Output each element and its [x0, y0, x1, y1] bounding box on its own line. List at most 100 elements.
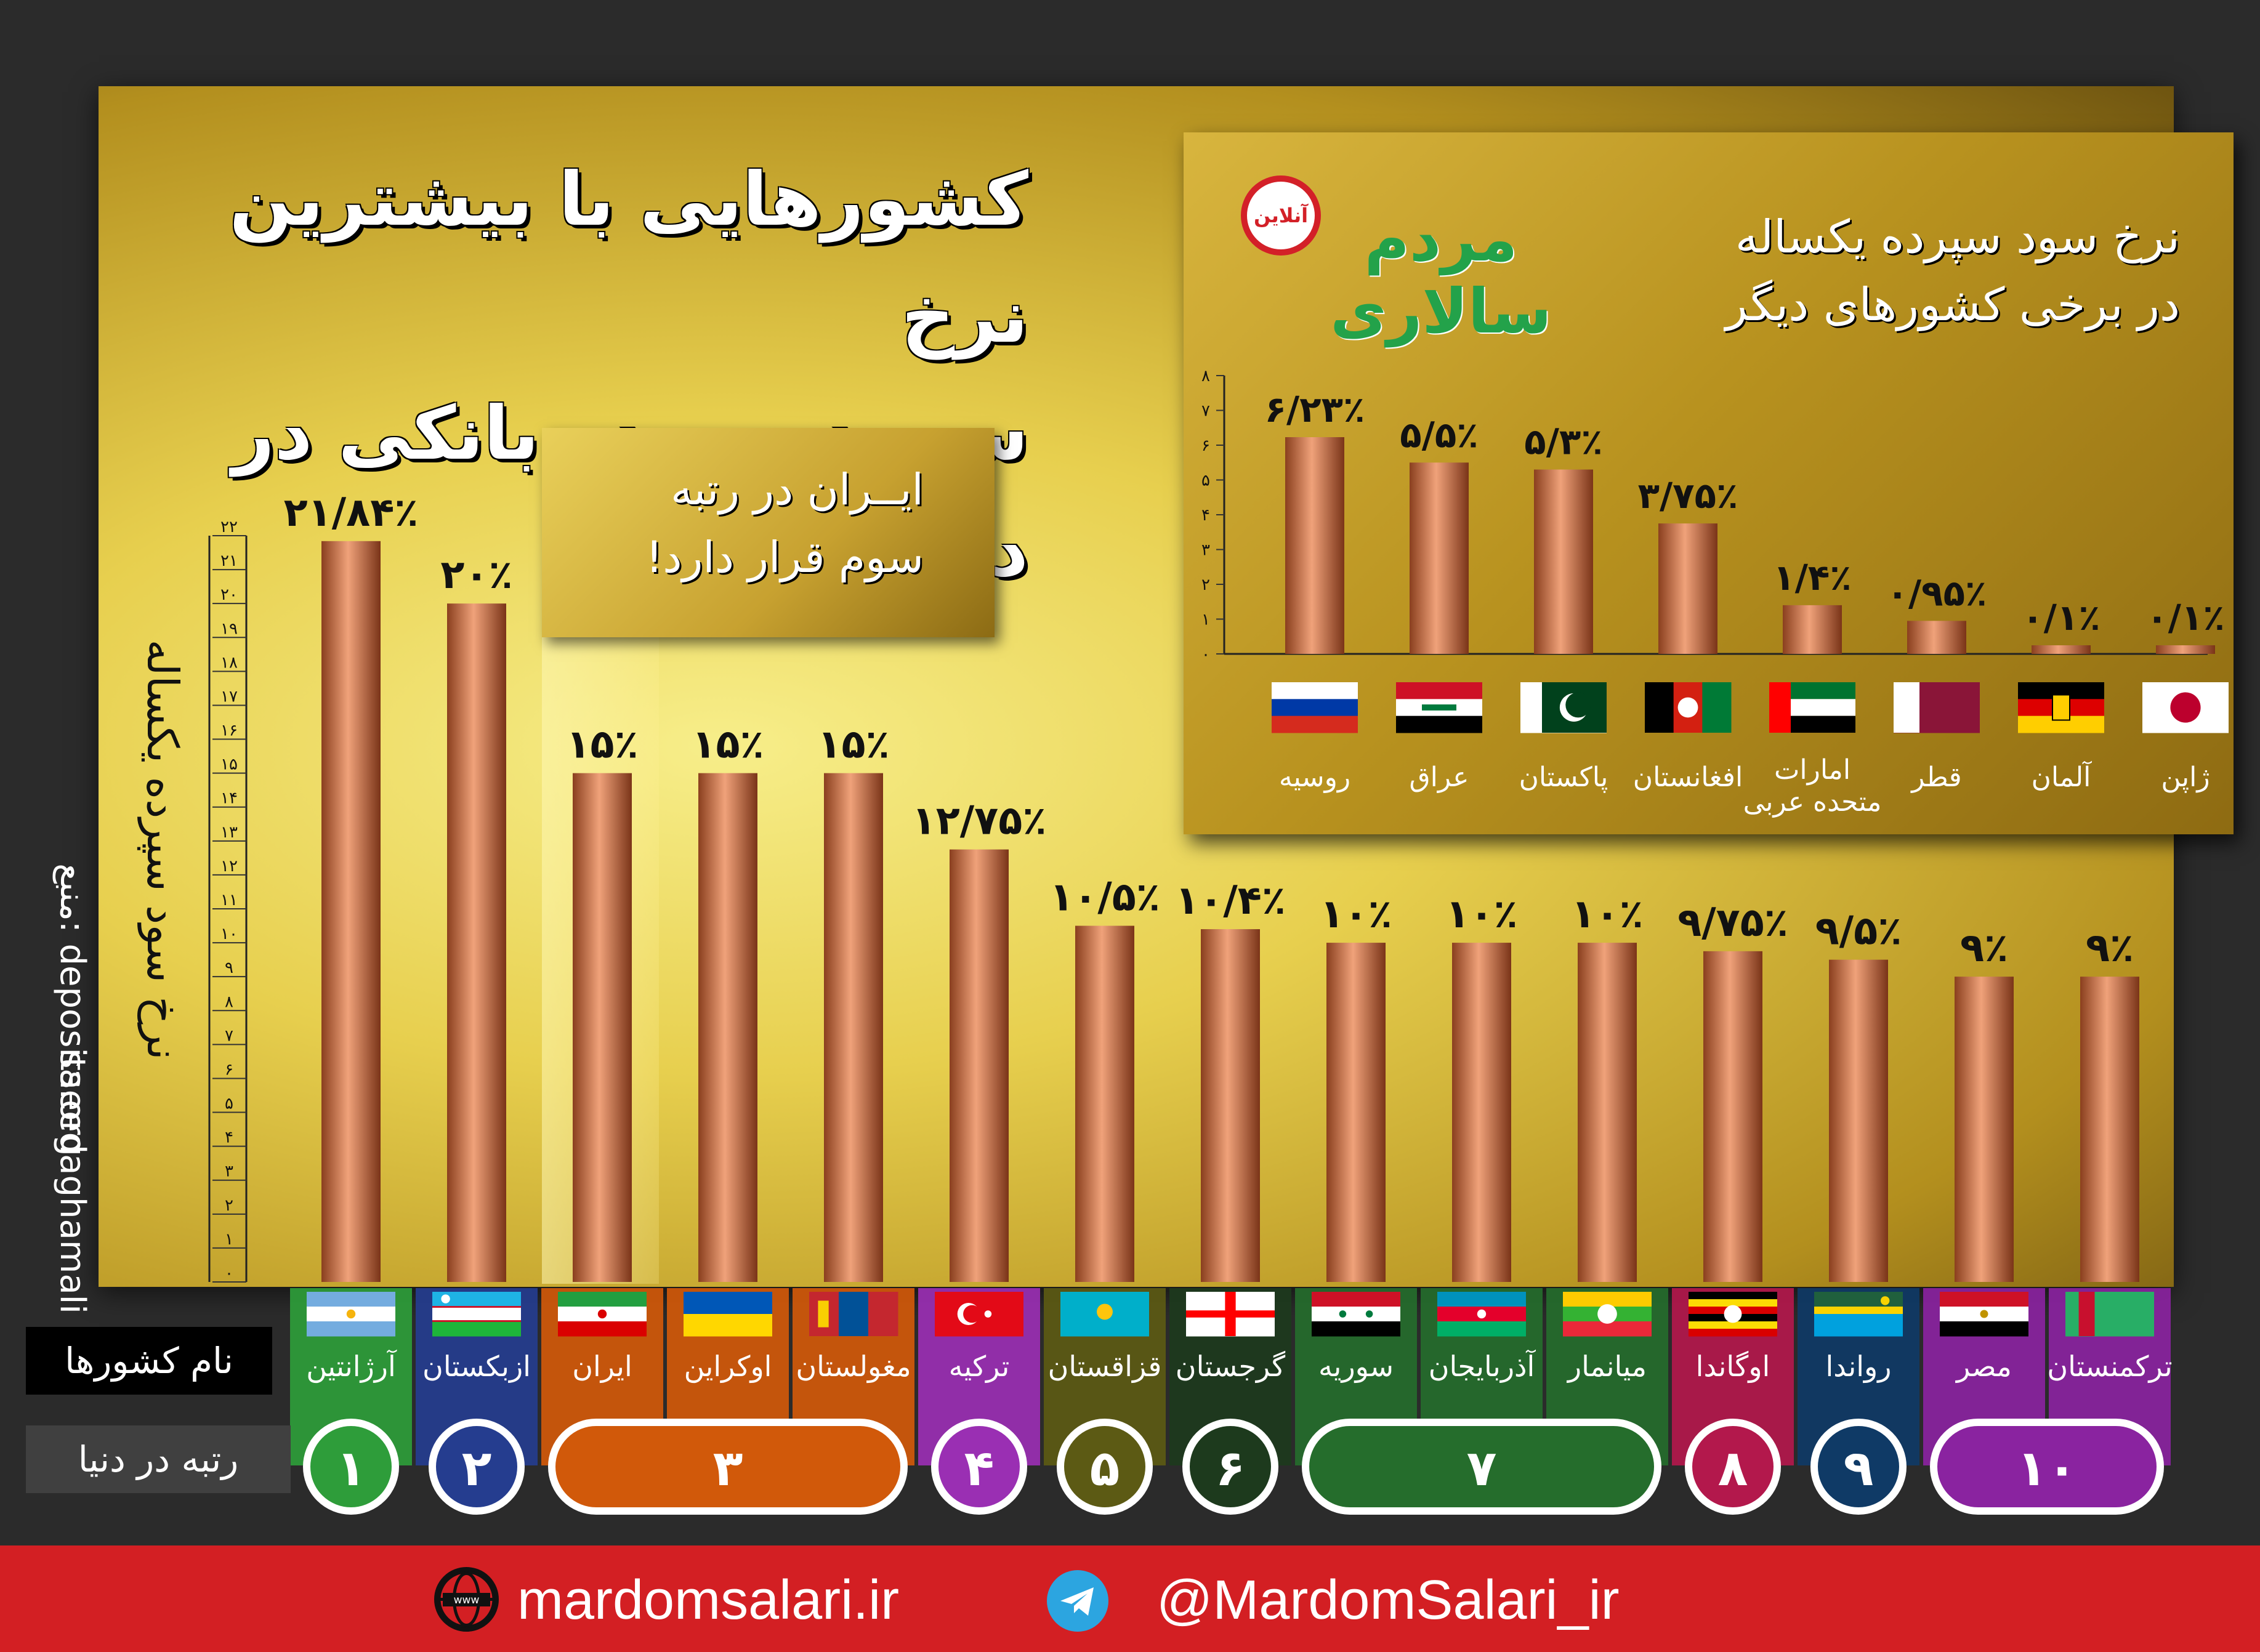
main-bar: [1829, 959, 1888, 1282]
country-name: ترکمنستان: [2047, 1350, 2172, 1384]
inset-y-tick-label: ۶: [1201, 437, 1210, 455]
inset-bar: [1285, 437, 1344, 654]
website-link[interactable]: mardomsalari.ir: [517, 1569, 900, 1631]
row-label-country-names: نام کشورها: [26, 1327, 272, 1395]
myanmar-flag-icon: [1563, 1292, 1652, 1337]
rank-badge: [1302, 1419, 1661, 1515]
country-name: سوریه: [1318, 1350, 1394, 1384]
rwanda-flag-icon: [1814, 1292, 1903, 1337]
main-bar: [2080, 977, 2139, 1282]
pakistan-flag-icon: [1520, 682, 1607, 733]
rank-badge: [1057, 1419, 1153, 1515]
rank-badge: [1930, 1419, 2164, 1515]
main-value-label: ۱۰٪: [1320, 892, 1392, 937]
main-y-tick-label: ۲۰: [220, 586, 238, 604]
svg-text:www: www: [454, 1594, 480, 1606]
footer-bar: [0, 1545, 2260, 1652]
iran-note-box: [542, 428, 995, 637]
logo-wordmark: مردم سالاری: [1330, 203, 1552, 347]
note-line-2: سوم قرار دارد!: [645, 532, 924, 582]
main-y-tick-label: ۱۱: [220, 891, 238, 909]
inset-title-line-2: در برخی کشورهای دیگر: [1725, 278, 2180, 331]
inset-country-names: روسیه عراق پاکستان افغانستان امارات متحده عرب…: [1279, 754, 2210, 818]
main-y-tick-label: ۱۸: [220, 653, 238, 672]
main-bar: [824, 773, 883, 1282]
inset-y-tick-label: ۴: [1201, 506, 1210, 525]
main-value-label: ۱۵٪: [566, 722, 638, 768]
inset-value-label: ۵/۳٪: [1524, 421, 1602, 463]
inset-y-tick-label: ۵: [1201, 472, 1210, 490]
main-y-tick-label: ۲: [225, 1196, 233, 1215]
country-name: آرژانتین: [306, 1350, 397, 1384]
rank-number: ۹: [1844, 1440, 1874, 1497]
inset-country-name: ژاپن: [2161, 762, 2210, 793]
inset-country-name: روسیه: [1279, 762, 1350, 793]
country-name: مصر: [1955, 1350, 2012, 1384]
main-value-label: ۲۱/۸۴٪: [284, 490, 419, 536]
main-value-label: ۱۵٪: [817, 722, 889, 768]
inset-y-tick-label: ۳: [1201, 541, 1210, 560]
main-value-label: ۹٪: [1960, 925, 2008, 971]
inset-bar: [1907, 621, 1966, 654]
rank-badge: [1182, 1419, 1278, 1515]
inset-value-label: ۶/۲۳٪: [1265, 389, 1365, 430]
inset-value-label: ۰/۱٪: [2022, 597, 2100, 639]
country-name: ازبکستان: [422, 1350, 531, 1383]
egypt-flag-icon: [1940, 1292, 2028, 1337]
japan-flag-icon: [2142, 682, 2229, 733]
main-y-tick-label: ۱۳: [220, 823, 238, 842]
inset-bar: [1534, 469, 1593, 654]
inset-y-tick-label: ۲: [1201, 576, 1210, 594]
inset-flags: [1272, 682, 2229, 733]
main-bar: [1201, 929, 1260, 1282]
inset-value-label: ۱/۴٪: [1773, 557, 1851, 598]
rank-number: ۸: [1718, 1440, 1748, 1497]
main-value-label: ۹٪: [2086, 925, 2134, 971]
country-name: اوگاندا: [1696, 1350, 1770, 1384]
main-bar: [1075, 925, 1134, 1282]
logo-seal-text: آنلاین: [1253, 204, 1309, 227]
main-y-tick-label: ۱: [225, 1230, 233, 1249]
inset-country-name: آلمان: [2032, 760, 2093, 793]
main-value-label: ۱۵٪: [692, 722, 764, 768]
main-y-tick-label: ۱۶: [220, 722, 238, 740]
inset-country-name: امارات متحده عربی: [1743, 754, 1882, 818]
rank-number: ۵: [1090, 1440, 1120, 1497]
ukraine-flag-icon: [684, 1292, 772, 1337]
iran-note-text: ایــران در رتبه سوم قرار دارد!: [554, 456, 924, 591]
main-y-tick-label: ۲۱: [220, 552, 238, 570]
telegram-icon: [1047, 1570, 1108, 1632]
inset-value-labels: ۶/۲۳٪ ۵/۵٪ ۵/۳٪ ۳/۷۵٪ ۱/۴٪ ۰/۹۵٪ ۰/۱٪ ۰/۱٪: [1265, 389, 2225, 639]
uzbekistan-flag-icon: [432, 1292, 521, 1337]
main-y-tick-label: ۱۹: [220, 619, 238, 638]
afghanistan-flag-icon: [1645, 682, 1732, 733]
rank-number: ۱۰: [2017, 1440, 2077, 1497]
logo-seal-icon: آنلاین: [1241, 175, 1321, 256]
inset-country-name: عراق: [1410, 762, 1469, 793]
uganda-flag-icon: [1689, 1292, 1777, 1337]
turkey-flag-icon: [935, 1292, 1023, 1337]
main-value-label: ۱۰٪: [1571, 892, 1643, 937]
telegram-handle[interactable]: @MardomSalari_ir: [1156, 1569, 1620, 1631]
rank-strip: ۱ ۲ ۳ ۴ ۵ ۶ ۷ ۸ ۹ ۱۰: [303, 1419, 2164, 1515]
rank-number: ۷: [1467, 1440, 1497, 1497]
main-value-labels: ۲۱/۸۴٪ ۲۰٪ ۱۵٪ ۱۵٪ ۱۵٪ ۱۲/۷۵٪۱۰/۵٪ ۱۰/۴٪ ۱۰٪ ۱۰٪…: [284, 490, 2134, 971]
main-y-tick-label: ۱۴: [220, 789, 238, 808]
rank-badge: [1810, 1419, 1907, 1515]
main-bar: [698, 773, 757, 1282]
iran-flag-icon: [558, 1292, 647, 1337]
syria-flag-icon: [1312, 1292, 1400, 1337]
rank-number: ۳: [713, 1440, 743, 1497]
inset-value-label: ۰/۹۵٪: [1887, 572, 1987, 614]
main-value-label: ۹/۷۵٪: [1677, 900, 1788, 946]
inset-y-tick-label: ۱: [1201, 611, 1210, 629]
inset-bar: [2156, 645, 2215, 654]
country-name: آذربایجان: [1429, 1350, 1536, 1383]
www-globe-icon: www: [434, 1567, 499, 1632]
inset-y-tick-label: ۸: [1201, 367, 1210, 385]
main-y-tick-label: ۳: [225, 1162, 233, 1181]
turkmenistan-flag-icon: [2065, 1292, 2154, 1337]
argentina-flag-icon: [307, 1292, 395, 1337]
main-bar: [1955, 977, 2014, 1282]
